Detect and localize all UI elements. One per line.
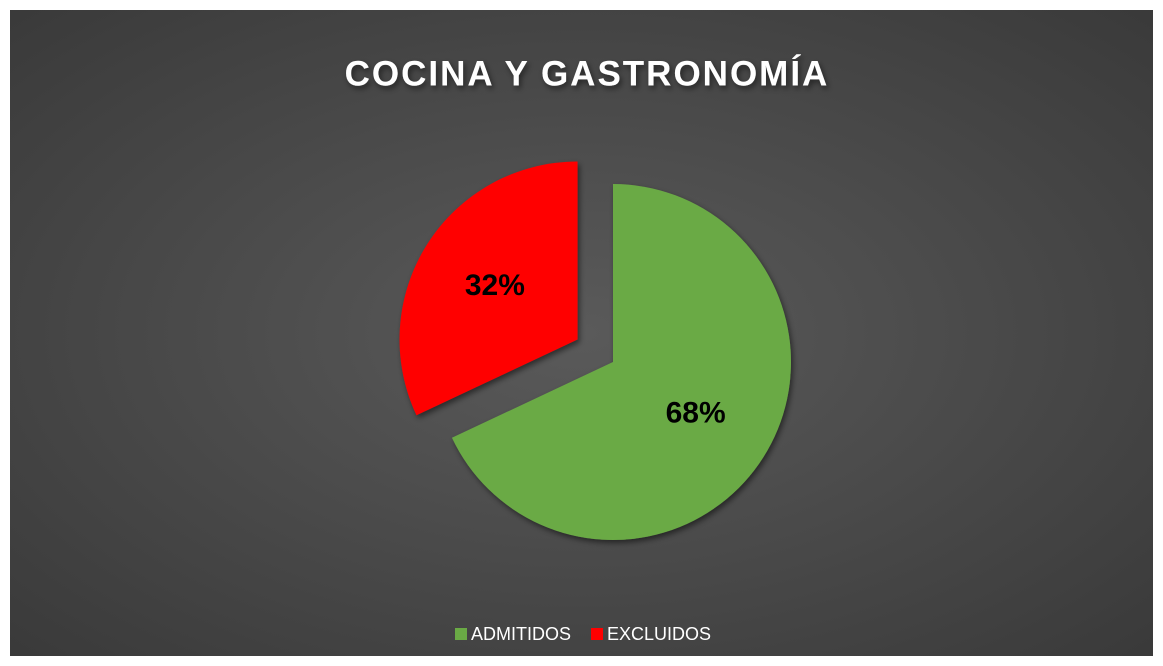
legend-label: ADMITIDOS [471, 624, 571, 644]
legend-swatch [455, 628, 467, 640]
pie-slice [451, 184, 791, 541]
chart-background [10, 10, 1153, 656]
legend-label: EXCLUIDOS [607, 624, 711, 644]
data-label: 68% [666, 396, 726, 429]
pie-slice [399, 161, 578, 416]
data-label: 32% [465, 269, 525, 302]
chart-title: COCINA Y GASTRONOMÍA [345, 53, 830, 93]
legend-swatch [591, 628, 604, 640]
